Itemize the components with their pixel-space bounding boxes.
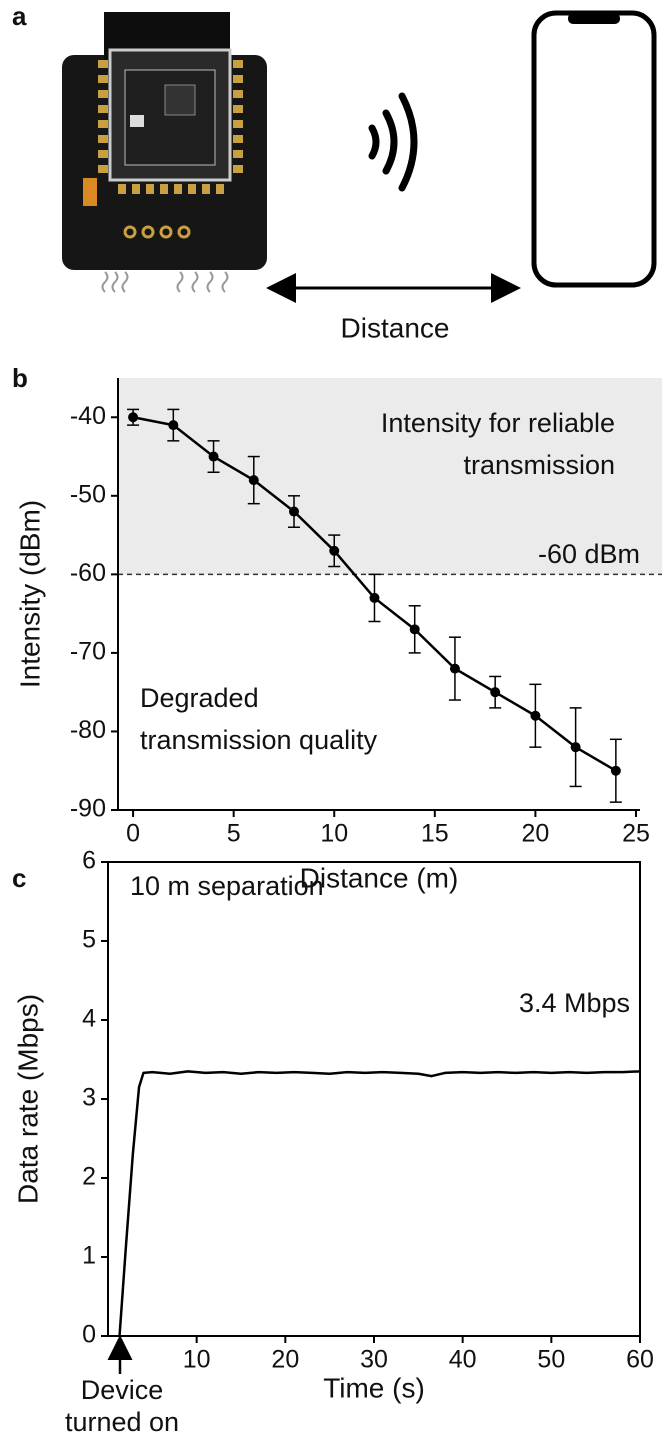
data-point <box>208 451 219 462</box>
plot-frame <box>107 861 641 1337</box>
y-tick-label: 5 <box>82 926 96 954</box>
annotation: 3.4 Mbps <box>519 988 630 1018</box>
data-point <box>490 687 501 698</box>
y-tick-label: -50 <box>70 480 106 508</box>
data-point <box>128 412 139 423</box>
data-point <box>248 475 259 486</box>
data-point <box>610 765 621 776</box>
x-tick-label: 10 <box>183 1346 211 1374</box>
x-tick-label: 20 <box>271 1346 299 1374</box>
x-tick-label: 0 <box>126 820 140 848</box>
x-axis-label: Distance (m) <box>300 862 459 893</box>
panel-a: a <box>12 1 657 343</box>
x-tick-label: 25 <box>622 820 650 848</box>
wireless-icon <box>368 92 418 192</box>
chart-panel: c 0 1 2 3 4 5 6 10 20 30 40 50 60 Time (s) Data rate (M… <box>12 847 654 1438</box>
annotation: Degraded <box>140 683 259 713</box>
y-tick-label: -60 <box>70 559 106 587</box>
panel-label: c <box>12 863 26 893</box>
data-point <box>409 624 420 635</box>
annotation: transmission quality <box>140 725 378 755</box>
annotation: turned on <box>65 1407 179 1437</box>
chart-panel: b -60 dBm -90 -80 -70 -60 -50 -40 0 5 10 15 20 25 Dist… <box>12 363 662 893</box>
x-tick-label: 10 <box>320 820 348 848</box>
y-tick-label: 0 <box>82 1321 96 1349</box>
x-tick-label: 20 <box>521 820 549 848</box>
data-point <box>329 545 340 556</box>
y-tick-label: 4 <box>82 1005 96 1033</box>
data-point <box>168 420 179 431</box>
y-tick-label: 3 <box>82 1084 96 1112</box>
x-axis-label: Time (s) <box>323 1372 425 1403</box>
y-tick-label: 6 <box>82 847 96 875</box>
distance-caption: Distance <box>341 312 450 343</box>
data-point <box>449 663 460 674</box>
x-tick-label: 40 <box>449 1346 477 1374</box>
data-point <box>289 506 300 517</box>
data-point <box>530 710 541 721</box>
y-tick-label: 1 <box>82 1242 96 1270</box>
x-tick-label: 30 <box>360 1346 388 1374</box>
y-tick-label: -70 <box>70 638 106 666</box>
x-tick-label: 5 <box>227 820 241 848</box>
x-tick-label: 15 <box>421 820 449 848</box>
data-point <box>570 742 581 753</box>
x-tick-label: 50 <box>537 1346 565 1374</box>
y-tick-label: -40 <box>70 402 106 430</box>
y-tick-label: 2 <box>82 1163 96 1191</box>
annotation: transmission <box>463 450 615 480</box>
phone <box>531 10 657 288</box>
reliable-region <box>118 378 662 575</box>
x-tick-label: 60 <box>626 1346 654 1374</box>
panel-label: b <box>12 363 28 393</box>
y-axis-label: Data rate (Mbps) <box>12 994 43 1204</box>
annotation: Intensity for reliable <box>381 408 615 438</box>
annotation: 10 m separation <box>130 871 324 901</box>
annotation: Device <box>81 1375 164 1405</box>
panel-label: a <box>12 1 27 31</box>
y-axis-label: Intensity (dBm) <box>14 500 45 688</box>
threshold-label: -60 dBm <box>538 539 640 569</box>
data-line <box>118 1070 641 1337</box>
y-tick-label: -80 <box>70 716 106 744</box>
data-point <box>369 592 380 603</box>
circuit-board <box>62 12 267 293</box>
y-tick-label: -90 <box>70 795 106 823</box>
